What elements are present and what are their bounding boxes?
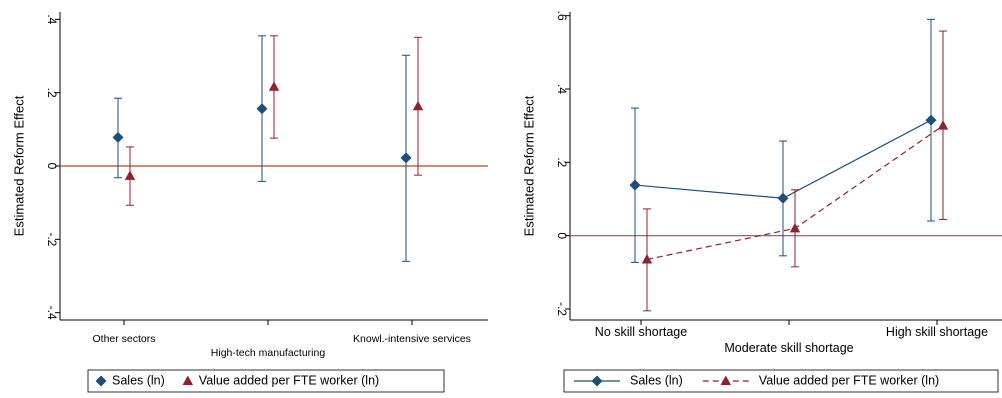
legend: Sales (ln) Value added per FTE worker (ln… [87, 369, 445, 393]
legend-label: Sales (ln) [630, 373, 683, 387]
chart-panel-2: -.2 0 .2 .4 .6 Estimated Reform Effect No skil… [521, 11, 1002, 393]
legend-box [87, 369, 445, 393]
data-point-series-1 [777, 192, 789, 204]
y-tick-label: -.2 [45, 232, 59, 246]
legend: Sales (ln) Value added per FTE worker (ln… [563, 369, 999, 393]
y-tick-label: .2 [555, 157, 569, 167]
data-point-series-2 [412, 100, 424, 111]
data-point-series-1 [925, 114, 937, 126]
legend-label: Sales (ln) [112, 373, 165, 387]
y-tick-label: .4 [45, 14, 59, 24]
legend-label: Value added per FTE worker (ln) [759, 373, 939, 387]
y-tick-label: .4 [555, 84, 569, 94]
y-tick-label: -.4 [45, 306, 59, 320]
y-tick-label: .2 [45, 88, 59, 98]
data-point-series-2 [937, 120, 949, 130]
y-axis-title: Estimated Reform Effect [11, 95, 26, 236]
data-point-series-1 [256, 103, 268, 115]
y-tick-label: 0 [45, 163, 59, 170]
x-tick-label: No skill shortage [595, 325, 687, 339]
legend-marker [95, 375, 107, 387]
chart-panel-1: -.4 -.2 0 .2 .4 Estimated Reform Effect Other … [11, 12, 488, 393]
x-tick-label: High skill shortage [886, 325, 988, 339]
y-axis-title: Estimated Reform Effect [521, 95, 536, 236]
data-point-series-1 [629, 179, 641, 191]
y-tick-label: -.2 [555, 302, 569, 316]
legend-marker [182, 375, 193, 385]
data-point-series-2 [641, 254, 653, 264]
x-tick-label: Moderate skill shortage [724, 341, 853, 355]
data-point-series-1 [400, 152, 412, 164]
y-tick-label: 0 [555, 232, 569, 239]
x-tick-label: Other sectors [92, 333, 155, 345]
x-tick-label: High-tech manufacturing [211, 347, 326, 359]
legend-box [563, 369, 999, 393]
legend-marker [720, 375, 731, 385]
legend-label: Value added per FTE worker (ln) [199, 373, 379, 387]
x-tick-label: Knowl.-intensive services [353, 333, 471, 345]
data-point-series-1 [112, 131, 124, 143]
legend-marker [591, 375, 603, 387]
data-point-series-2 [789, 222, 801, 233]
y-tick-label: .6 [555, 11, 569, 21]
data-point-series-2 [268, 81, 280, 91]
data-point-series-2 [124, 170, 136, 180]
